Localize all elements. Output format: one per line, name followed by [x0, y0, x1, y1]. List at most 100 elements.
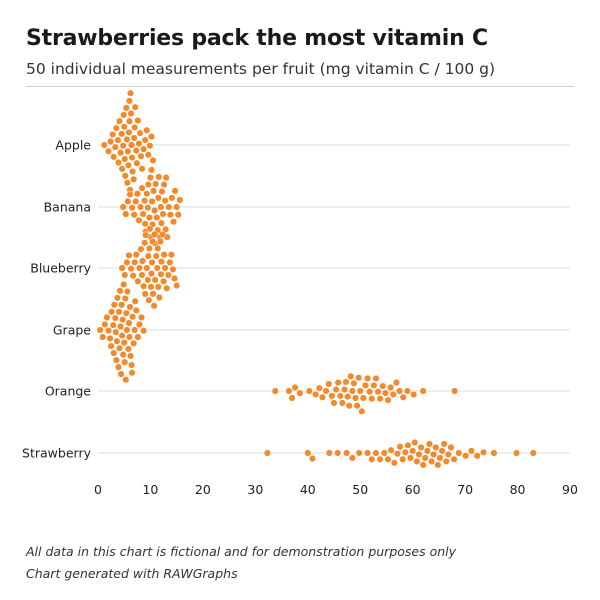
point-orange	[336, 392, 344, 400]
point-strawberry	[364, 449, 372, 457]
point-orange	[322, 387, 330, 395]
point-blueberry	[141, 290, 149, 298]
point-grape	[103, 313, 111, 321]
point-blueberry	[123, 258, 131, 266]
point-blueberry	[145, 296, 153, 304]
point-orange	[296, 389, 304, 397]
point-grape	[132, 306, 140, 314]
point-strawberry	[348, 454, 356, 462]
point-apple	[131, 103, 139, 111]
point-blueberry	[163, 284, 171, 292]
category-labels: Apple Banana Blueberry Grape Orange Strawberr…	[22, 138, 92, 461]
point-apple	[120, 111, 128, 119]
point-banana	[147, 166, 156, 174]
point-apple	[126, 89, 135, 97]
point-orange	[359, 394, 367, 402]
x-tick-label: 90	[562, 482, 578, 497]
point-orange	[374, 388, 382, 396]
point-apple	[134, 116, 142, 125]
point-orange	[379, 382, 387, 390]
footnote-disclaimer: All data in this chart is fictional and …	[26, 544, 457, 559]
point-blueberry	[148, 258, 156, 266]
point-orange	[419, 387, 427, 395]
point-banana	[136, 203, 145, 211]
point-apple	[147, 133, 156, 141]
point-orange	[370, 381, 378, 389]
point-orange	[366, 388, 374, 396]
point-strawberry	[419, 461, 427, 469]
point-banana	[169, 218, 178, 226]
point-apple	[135, 140, 143, 148]
point-orange	[328, 392, 336, 400]
point-orange	[338, 399, 346, 407]
point-grape	[134, 333, 142, 341]
point-strawberry	[304, 449, 312, 457]
point-grape	[113, 294, 121, 302]
header-divider	[26, 86, 574, 87]
point-apple	[104, 147, 113, 155]
point-blueberry	[160, 251, 168, 259]
point-orange	[347, 372, 355, 380]
point-grape	[121, 358, 129, 366]
point-grape	[135, 320, 143, 328]
point-blueberry	[151, 230, 159, 238]
point-banana	[157, 219, 166, 227]
point-blueberry	[142, 231, 150, 239]
point-orange	[410, 390, 418, 399]
point-apple	[114, 158, 122, 167]
point-banana	[158, 188, 166, 196]
category-label-banana: Banana	[44, 200, 91, 215]
x-tick-label: 50	[352, 482, 368, 497]
x-tick-label: 0	[94, 482, 102, 497]
point-grape	[126, 352, 135, 360]
category-label-strawberry: Strawberry	[22, 446, 92, 461]
point-banana	[124, 197, 132, 205]
point-orange	[318, 393, 327, 401]
point-banana	[155, 173, 163, 181]
point-orange	[325, 380, 333, 388]
point-strawberry	[428, 457, 436, 465]
point-orange	[355, 374, 363, 382]
point-orange	[368, 395, 376, 403]
point-banana	[119, 203, 127, 211]
point-orange	[387, 383, 395, 392]
point-blueberry	[155, 293, 163, 301]
point-apple	[125, 97, 134, 105]
point-strawberry	[343, 449, 351, 457]
point-blueberry	[129, 272, 137, 280]
point-banana	[141, 197, 149, 205]
grid-layer	[98, 144, 570, 454]
point-strawberry	[355, 449, 363, 457]
x-axis: 0 10 20 30 40 50 60 70 80 90	[94, 482, 578, 497]
footnote-credit: Chart generated with RAWGraphs	[26, 566, 238, 581]
point-blueberry	[156, 237, 164, 245]
point-orange	[271, 387, 279, 395]
point-grape	[130, 339, 138, 347]
point-banana	[143, 190, 151, 198]
point-strawberry	[390, 459, 398, 467]
point-orange	[332, 386, 340, 394]
point-blueberry	[164, 271, 172, 279]
point-strawberry	[438, 447, 446, 455]
point-grape	[122, 376, 130, 384]
point-blueberry	[152, 252, 160, 260]
point-banana	[173, 203, 181, 211]
point-apple	[127, 109, 135, 118]
point-blueberry	[160, 277, 168, 285]
point-grape	[120, 339, 128, 347]
point-strawberry	[455, 449, 463, 457]
point-grape	[131, 326, 139, 334]
point-apple	[132, 147, 140, 155]
point-banana	[133, 190, 141, 198]
point-banana	[145, 213, 153, 222]
x-tick-label: 10	[142, 482, 158, 497]
point-banana	[126, 190, 134, 198]
point-grape	[99, 333, 107, 341]
point-strawberry	[417, 443, 425, 451]
point-banana	[162, 225, 170, 233]
point-apple	[133, 159, 141, 167]
point-banana	[171, 187, 179, 195]
point-blueberry	[158, 230, 167, 238]
point-strawberry	[263, 449, 271, 457]
point-orange	[334, 379, 342, 387]
